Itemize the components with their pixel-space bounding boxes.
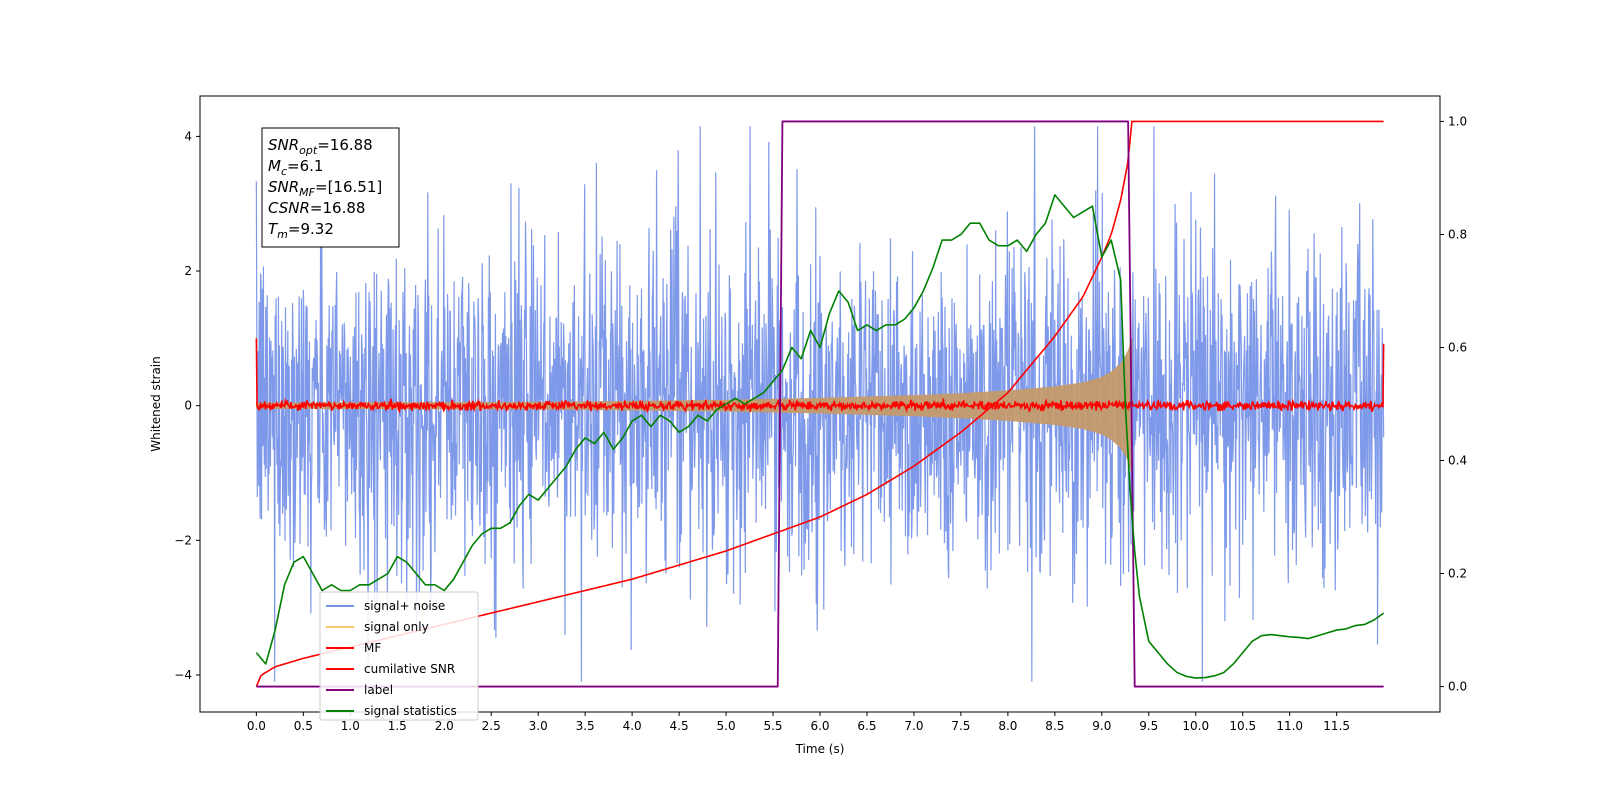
x-tick-label: 1.0 bbox=[341, 719, 360, 733]
x-tick-label: 4.0 bbox=[623, 719, 642, 733]
x-tick-label: 5.5 bbox=[763, 719, 782, 733]
x-tick-label: 9.0 bbox=[1092, 719, 1111, 733]
x-tick-label: 6.5 bbox=[857, 719, 876, 733]
x-tick-label: 5.0 bbox=[717, 719, 736, 733]
y-tick-label: −2 bbox=[174, 533, 192, 547]
x-tick-label: 0.5 bbox=[294, 719, 313, 733]
axes-ticks: 0.0 0.5 1.0 1.5 2.0 2.5 3.0 3.5 4.0 4.5 5.0 5.5 6.0 6… bbox=[174, 114, 1467, 733]
annotation-line: CSNR=16.88 bbox=[268, 199, 365, 217]
annotation-box: SNRopt=16.88Mc=6.1SNRMF=[16.51]CSNR=16.8… bbox=[261, 127, 400, 248]
y-tick-label: 2 bbox=[184, 264, 192, 278]
series-signal-noise bbox=[255, 126, 1385, 682]
y2-tick-label: 0.8 bbox=[1448, 227, 1467, 241]
y2-tick-label: 1.0 bbox=[1448, 114, 1467, 128]
legend-label: cumilative SNR bbox=[364, 662, 455, 676]
annotation-line: Mc=6.1 bbox=[268, 157, 323, 178]
annotation-frame bbox=[261, 127, 400, 248]
series-label bbox=[256, 120, 1384, 688]
x-tick-label: 8.0 bbox=[998, 719, 1017, 733]
x-tick-label: 4.5 bbox=[670, 719, 689, 733]
x-tick-label: 10.5 bbox=[1229, 719, 1256, 733]
y2-tick-label: 0.4 bbox=[1448, 454, 1467, 468]
y2-tick-label: 0.0 bbox=[1448, 680, 1467, 694]
x-tick-label: 7.0 bbox=[904, 719, 923, 733]
y-axis-label: Whitened strain bbox=[149, 356, 163, 452]
annotation-line: SNRopt=16.88 bbox=[268, 136, 373, 157]
legend-label: MF bbox=[364, 641, 381, 655]
y-tick-label: 0 bbox=[184, 399, 192, 413]
annotation-line: SNRMF=[16.51] bbox=[268, 178, 382, 199]
legend-label: signal statistics bbox=[364, 704, 457, 718]
y-tick-label: −4 bbox=[174, 668, 192, 682]
x-tick-label: 11.0 bbox=[1276, 719, 1303, 733]
x-tick-label: 6.0 bbox=[810, 719, 829, 733]
legend-label: label bbox=[364, 683, 393, 697]
y-tick-label: 4 bbox=[184, 129, 192, 143]
legend-frame bbox=[319, 591, 479, 721]
x-tick-label: 2.5 bbox=[482, 719, 501, 733]
annotation-line: Tm=9.32 bbox=[268, 220, 334, 241]
y2-tick-label: 0.2 bbox=[1448, 567, 1467, 581]
legend-label: signal+ noise bbox=[364, 599, 445, 613]
x-tick-label: 10.0 bbox=[1182, 719, 1209, 733]
x-tick-label: 2.0 bbox=[435, 719, 454, 733]
x-tick-label: 11.5 bbox=[1323, 719, 1350, 733]
x-axis-label: Time (s) bbox=[795, 742, 845, 756]
x-tick-label: 3.5 bbox=[576, 719, 595, 733]
x-tick-label: 1.5 bbox=[388, 719, 407, 733]
x-tick-label: 0.0 bbox=[247, 719, 266, 733]
x-tick-label: 8.5 bbox=[1045, 719, 1064, 733]
x-tick-label: 9.5 bbox=[1139, 719, 1158, 733]
legend: signal+ noise signal only MF cumilative SNR… bbox=[319, 591, 479, 721]
y2-tick-label: 0.6 bbox=[1448, 340, 1467, 354]
x-tick-label: 3.0 bbox=[529, 719, 548, 733]
legend-label: signal only bbox=[364, 620, 429, 634]
x-tick-label: 7.5 bbox=[951, 719, 970, 733]
series-mf bbox=[255, 338, 1385, 414]
series-signal-statistics bbox=[255, 194, 1385, 679]
